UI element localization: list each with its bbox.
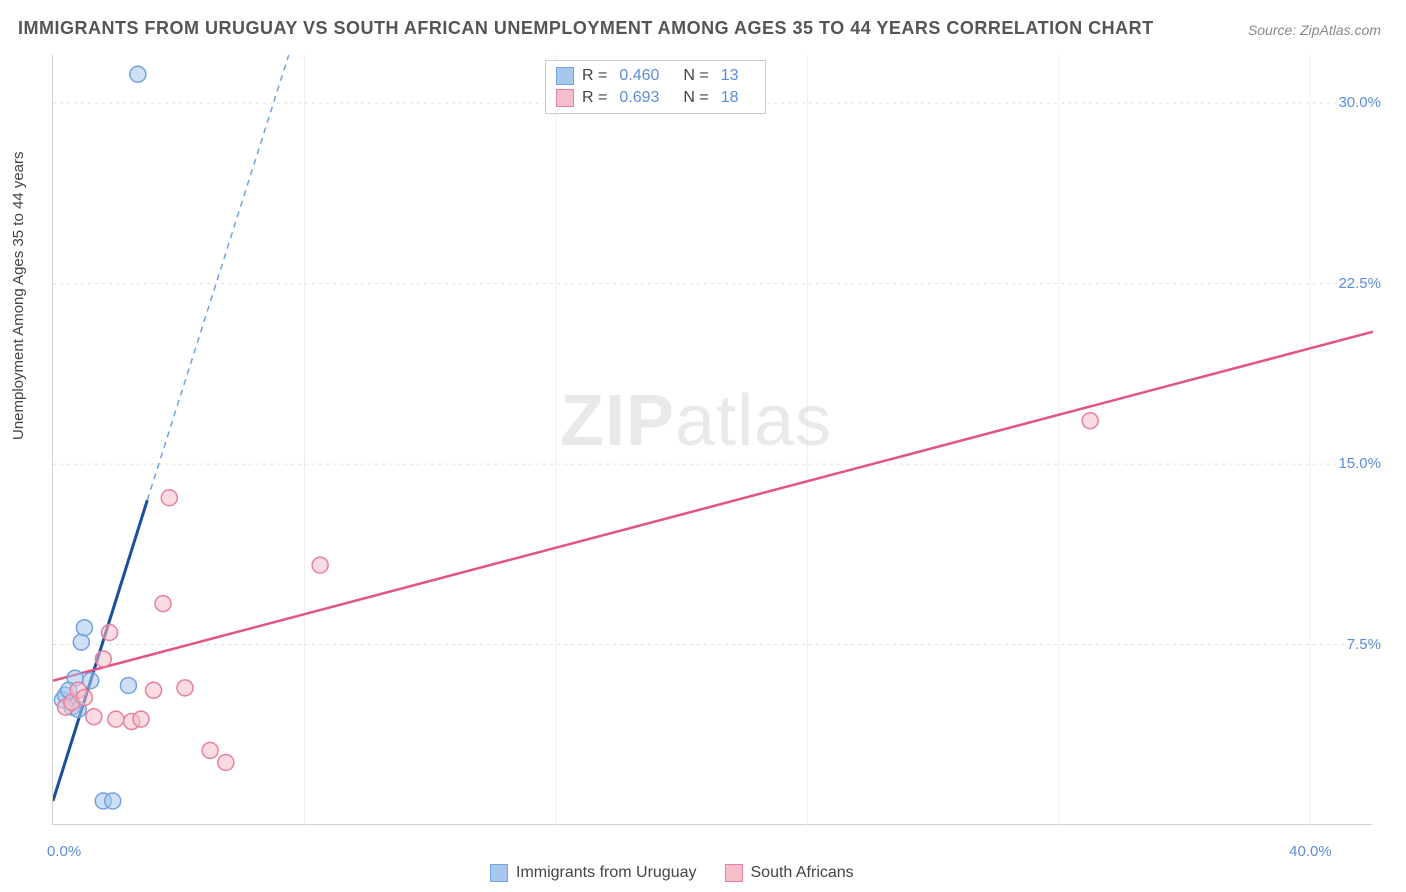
chart-title: IMMIGRANTS FROM URUGUAY VS SOUTH AFRICAN… <box>18 18 1154 39</box>
legend-label-southafrica: South Africans <box>751 864 854 882</box>
x-tick-label: 0.0% <box>47 843 81 860</box>
x-tick-label: 40.0% <box>1289 843 1332 860</box>
y-axis-label: Unemployment Among Ages 35 to 44 years <box>10 151 27 440</box>
r-value-uruguay: 0.460 <box>619 67 659 85</box>
stats-legend: R = 0.460 N = 13 R = 0.693 N = 18 <box>545 60 766 114</box>
n-value-southafrica: 18 <box>721 89 739 107</box>
legend-item-uruguay: Immigrants from Uruguay <box>490 864 697 882</box>
series-legend: Immigrants from Uruguay South Africans <box>490 864 854 882</box>
source-attribution: Source: ZipAtlas.com <box>1248 22 1381 38</box>
swatch-southafrica <box>556 89 574 107</box>
y-tick-label: 22.5% <box>1338 275 1381 292</box>
swatch-uruguay <box>556 67 574 85</box>
y-tick-label: 30.0% <box>1338 94 1381 111</box>
plot-area <box>52 55 1372 825</box>
r-label: R = <box>582 67 607 85</box>
n-value-uruguay: 13 <box>721 67 739 85</box>
chart-container: IMMIGRANTS FROM URUGUAY VS SOUTH AFRICAN… <box>0 0 1406 892</box>
swatch-southafrica-icon <box>725 864 743 882</box>
legend-item-southafrica: South Africans <box>725 864 854 882</box>
legend-label-uruguay: Immigrants from Uruguay <box>516 864 697 882</box>
y-tick-label: 7.5% <box>1347 636 1381 653</box>
n-label: N = <box>683 89 708 107</box>
stats-row-uruguay: R = 0.460 N = 13 <box>556 65 755 87</box>
stats-row-southafrica: R = 0.693 N = 18 <box>556 87 755 109</box>
swatch-uruguay-icon <box>490 864 508 882</box>
n-label: N = <box>683 67 708 85</box>
y-tick-label: 15.0% <box>1338 455 1381 472</box>
r-label: R = <box>582 89 607 107</box>
scatter-svg <box>53 55 1373 825</box>
r-value-southafrica: 0.693 <box>619 89 659 107</box>
